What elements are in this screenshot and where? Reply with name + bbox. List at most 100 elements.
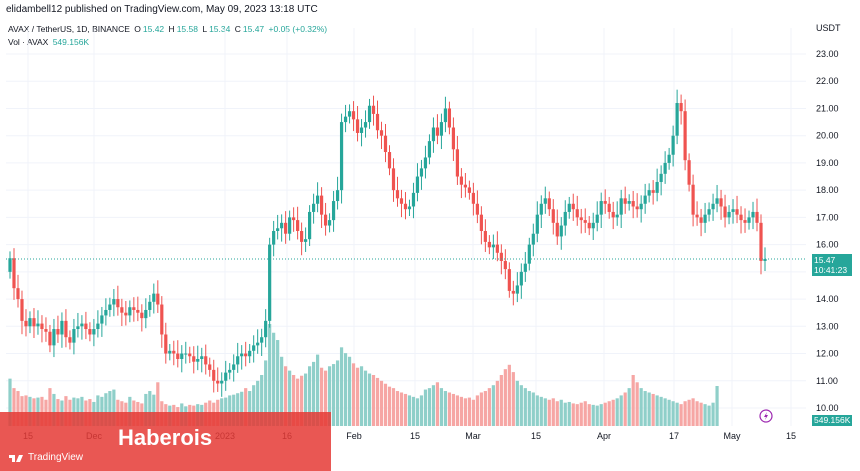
candle-body (439, 122, 444, 136)
candle-body (707, 209, 711, 215)
candle-body (627, 201, 631, 204)
candle-body (72, 329, 76, 343)
candle-body (319, 195, 324, 215)
volume-bar (703, 404, 707, 426)
candle-body (699, 217, 703, 223)
volume-bar (335, 360, 340, 426)
volume-bar (567, 401, 571, 426)
candle-body (172, 350, 176, 354)
candle-body (479, 214, 483, 231)
time-tick: 17 (669, 431, 679, 441)
last-price-value: 15.47 (814, 255, 836, 265)
volume-bar (695, 401, 699, 426)
candle-body (687, 160, 691, 185)
candle-body (703, 214, 707, 223)
candle-body (399, 198, 404, 204)
candle-body (759, 222, 763, 261)
candle-body (212, 369, 216, 381)
volume-bar (711, 402, 715, 426)
candle-body (695, 214, 699, 218)
candle-body (268, 244, 272, 321)
volume-bar (587, 404, 591, 426)
time-tick: May (723, 431, 741, 441)
candle-body (675, 103, 679, 136)
volume-bar (639, 388, 643, 426)
volume-bar (471, 399, 475, 426)
published-line: elidambell12 published on TradingView.co… (6, 4, 318, 15)
volume-bar (244, 388, 248, 426)
volume-bar (276, 340, 280, 426)
candle-body (463, 184, 467, 188)
volume-bar (415, 398, 420, 426)
volume-bar (579, 402, 583, 426)
symbol-label[interactable]: AVAX / TetherUS, 1D, BINANCE (8, 24, 130, 34)
time-tick: 15 (410, 431, 420, 441)
volume-bar (268, 324, 272, 426)
volume-bar (583, 401, 587, 426)
price-tick: 18.00 (816, 185, 839, 195)
candle-body (591, 222, 595, 229)
volume-bar (375, 377, 380, 426)
volume-bar (20, 396, 24, 426)
tradingview-logo[interactable]: TradingView (8, 452, 83, 463)
candle-body (543, 198, 547, 204)
candle-body (763, 259, 767, 261)
candle-body (455, 149, 460, 177)
volume-bar (100, 396, 104, 426)
volume-bar (623, 392, 627, 426)
volume-bar (603, 402, 607, 426)
candle-body (567, 203, 571, 212)
candle-body (447, 108, 452, 128)
volume-bar (647, 392, 651, 426)
candle-body (108, 304, 112, 310)
candle-body (335, 190, 340, 202)
candle-body (371, 105, 376, 114)
candle-body (304, 239, 308, 242)
volume-bars (8, 324, 719, 426)
candle-body (248, 350, 252, 357)
candle-body (719, 198, 723, 207)
countdown-value: 10:41:23 (814, 265, 848, 275)
candle-body (611, 211, 615, 218)
candle-body (216, 380, 220, 384)
volume-bar (699, 402, 703, 426)
volume-bar (108, 391, 112, 426)
candle-body (208, 364, 212, 370)
volume-bar (635, 382, 639, 426)
candle-body (407, 206, 412, 210)
candle-body (535, 214, 539, 234)
candle-body (36, 323, 40, 327)
volume-bar (667, 399, 671, 426)
candle-body (467, 187, 471, 193)
price-tick: 13.00 (816, 321, 839, 331)
last-price-label: 15.47 10:41:23 (812, 254, 852, 276)
candle-body (8, 258, 12, 272)
last-volume-label: 549.156K (812, 415, 852, 426)
volume-bar (232, 394, 236, 426)
candle-body (431, 127, 436, 142)
watermark-text: Haberois (118, 425, 213, 450)
volume-bar (591, 404, 595, 426)
candle-body (32, 318, 36, 327)
candle-body (280, 222, 284, 229)
tradingview-brand: TradingView (28, 452, 84, 463)
candle-body (383, 135, 388, 153)
symbol-legend: AVAX / TetherUS, 1D, BINANCE O 15.42 H 15.… (8, 24, 329, 34)
candle-body (272, 231, 276, 245)
volume-bar (48, 388, 52, 426)
price-axis: USDT 23.00 22.00 21.00 20.00 19.00 18.00 17.00 1… (816, 23, 841, 413)
candle-body (168, 350, 172, 354)
candle-body (192, 356, 196, 362)
candle-body (691, 184, 695, 215)
volume-bar (507, 364, 511, 426)
volume-bar (487, 388, 491, 426)
price-tick: 14.00 (816, 294, 839, 304)
candle-body (56, 329, 60, 335)
candle-body (292, 217, 296, 221)
volume-bar (503, 369, 507, 426)
candle-body (327, 220, 332, 226)
volume-bar (383, 383, 388, 426)
volume-bar (308, 366, 312, 426)
volume-bar (288, 370, 292, 426)
